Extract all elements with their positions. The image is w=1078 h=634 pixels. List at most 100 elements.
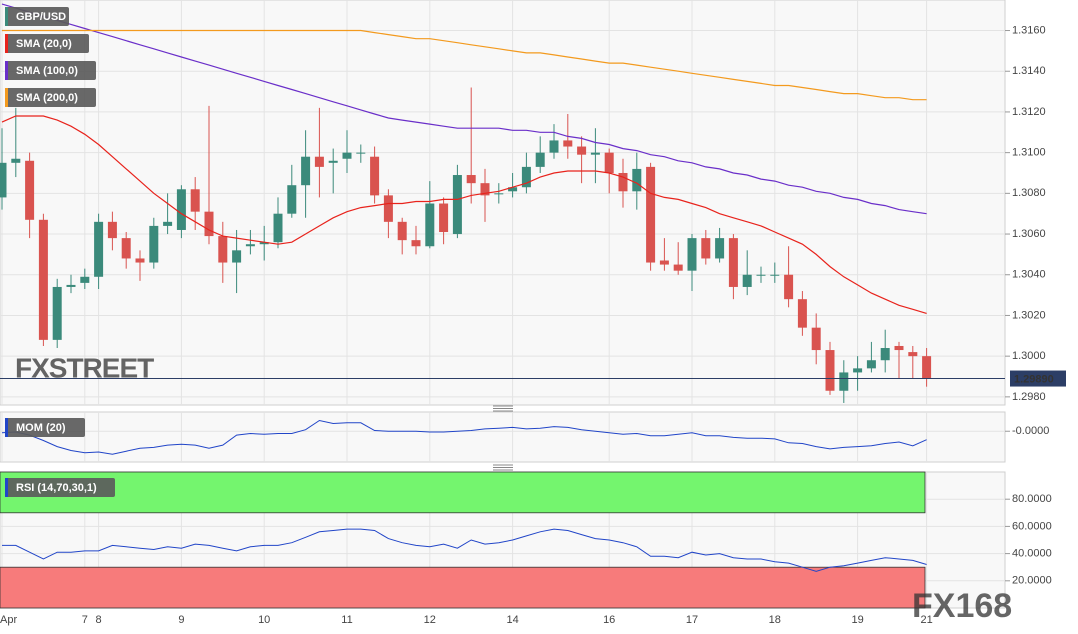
x-tick-label: 21: [920, 614, 932, 626]
overbought-band: [0, 471, 926, 514]
candle-body: [25, 160, 35, 220]
legend-sma-swatch: [5, 88, 8, 107]
panel-resize-handle[interactable]: [493, 405, 513, 412]
x-tick-label: 8: [96, 614, 102, 626]
candle-body: [659, 260, 669, 265]
candle-body: [549, 140, 559, 153]
candle-body: [480, 183, 490, 196]
candle-body: [204, 211, 214, 237]
candle-body: [839, 372, 849, 391]
candle-body: [107, 221, 117, 239]
candle-body: [466, 175, 476, 184]
legend-main-swatch: [5, 7, 8, 26]
x-tick-label: 10: [258, 614, 270, 626]
candle-body: [301, 156, 311, 186]
candle-body: [11, 158, 21, 163]
candle-body: [121, 238, 131, 259]
candle-body: [259, 242, 269, 245]
sma-line: [1, 3, 927, 215]
indicator-line: [2, 528, 927, 572]
candle-body: [590, 152, 600, 155]
candle-body: [273, 213, 283, 243]
legend-sma-text: SMA (200,0): [16, 92, 78, 104]
candle-body: [135, 258, 145, 263]
candle-body: [701, 238, 711, 259]
candle-body: [825, 350, 835, 391]
watermark: FXSTREET: [15, 352, 154, 383]
candle-body: [604, 152, 614, 173]
candle-body: [190, 189, 200, 212]
y-tick-label: 20.0000: [1012, 575, 1052, 587]
candle-body: [756, 274, 766, 276]
candle-body: [163, 221, 173, 226]
x-tick-label: 9: [178, 614, 184, 626]
y-tick-label: 1.3160: [1012, 24, 1046, 36]
legend-indicator-box: [5, 418, 85, 437]
candle-body: [397, 221, 407, 241]
mom-panel: [0, 411, 1006, 463]
candle-body: [908, 352, 918, 357]
candle-body: [38, 219, 48, 340]
y-tick-label: 1.3120: [1012, 106, 1046, 118]
candle-body: [563, 140, 573, 147]
candle-body: [577, 146, 587, 155]
candle-body: [176, 189, 186, 230]
legend-sma-swatch: [5, 34, 8, 53]
candle-body: [687, 238, 697, 271]
main-panel: [0, 0, 1006, 406]
candle-body: [866, 360, 876, 369]
legend-sma-box: [5, 88, 96, 107]
y-tick-label: 80.0000: [1012, 493, 1052, 505]
candle-body: [328, 160, 338, 163]
y-tick-label: 1.3080: [1012, 187, 1046, 199]
candle-body: [342, 152, 352, 159]
candle-body: [425, 203, 435, 247]
candle-body: [314, 156, 324, 167]
indicator-line: [1, 419, 927, 455]
candle-body: [632, 168, 642, 192]
candle-body: [383, 195, 393, 222]
legend-sma-swatch: [5, 61, 8, 80]
candle-body: [715, 238, 725, 259]
candle-body: [770, 274, 780, 276]
y-tick-label: 1.2980: [1012, 391, 1046, 403]
candle-body: [646, 166, 656, 263]
oversold-band: [0, 566, 926, 609]
candle-body: [494, 193, 504, 195]
legend-sma-text: SMA (20,0): [16, 38, 72, 50]
x-tick-label: 14: [506, 614, 518, 626]
x-tick-label: 11: [341, 614, 352, 626]
candle-body: [411, 240, 421, 247]
y-tick-label: 40.0000: [1012, 548, 1052, 560]
candle-body: [149, 225, 159, 263]
candle-body: [742, 274, 752, 287]
candle-body: [922, 356, 932, 379]
x-tick-label: 7: [82, 614, 88, 626]
y-tick-label: -0.0000: [1012, 425, 1049, 437]
x-tick-label: 19: [851, 614, 863, 626]
legend-main-box: [5, 7, 69, 26]
candle-body: [218, 236, 228, 263]
candle-body: [356, 152, 366, 154]
candle-body: [811, 327, 821, 351]
candle-body: [0, 162, 7, 198]
y-tick-label: 60.0000: [1012, 520, 1052, 532]
candle-body: [52, 286, 62, 340]
candle-body: [232, 250, 242, 263]
candle-body: [673, 264, 683, 271]
legend-sma-text: SMA (100,0): [16, 65, 78, 77]
candle-body: [880, 348, 890, 361]
candle-body: [452, 175, 462, 235]
y-tick-label: 1.3100: [1012, 147, 1046, 159]
x-tick-label: 18: [769, 614, 781, 626]
legend-indicator-swatch: [5, 418, 8, 437]
legend-indicator-box: [5, 478, 115, 497]
candle-body: [66, 284, 76, 287]
y-tick-label: 1.3020: [1012, 309, 1046, 321]
candle-body: [94, 221, 104, 277]
candle-body: [287, 185, 297, 214]
y-tick-label: 1.3140: [1012, 65, 1046, 77]
panel-resize-handle[interactable]: [493, 464, 513, 471]
x-tick-label: 16: [603, 614, 615, 626]
candle-body: [728, 238, 738, 287]
